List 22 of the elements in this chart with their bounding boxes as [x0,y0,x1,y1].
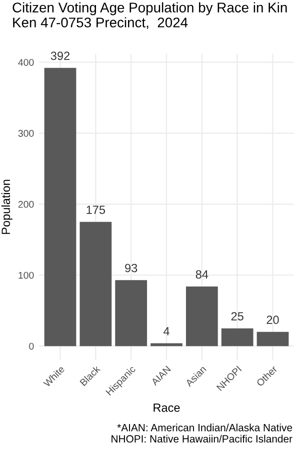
data-label: 4 [163,327,170,336]
y-tick-label: 400 [18,58,34,66]
bar [44,68,76,346]
bar [80,222,112,346]
data-label: 175 [86,206,106,214]
data-label: 84 [196,270,208,279]
y-axis-title: Population [1,180,12,234]
data-label: 20 [266,316,279,324]
y-tick-label: 300 [18,130,34,137]
bar [256,332,289,346]
y-tick-label: 0 [29,342,34,350]
data-label: 25 [231,312,244,320]
y-tick-label: 100 [18,272,34,279]
bar [115,280,148,346]
chart-title: Citizen Voting Age Population by Race in Kin Ken 47-0753 Precinct, 2024 [12,2,287,30]
y-tick-label: 200 [18,200,34,208]
data-label: 93 [125,264,138,272]
bar [221,328,254,346]
bar [186,286,218,346]
text: *AIAN: American Indian/Alaska Native NHOPI: Native Hawaiin/Pacific Islander [112,424,292,443]
x-axis-title: Race [154,404,180,412]
data-label: 392 [50,52,70,60]
